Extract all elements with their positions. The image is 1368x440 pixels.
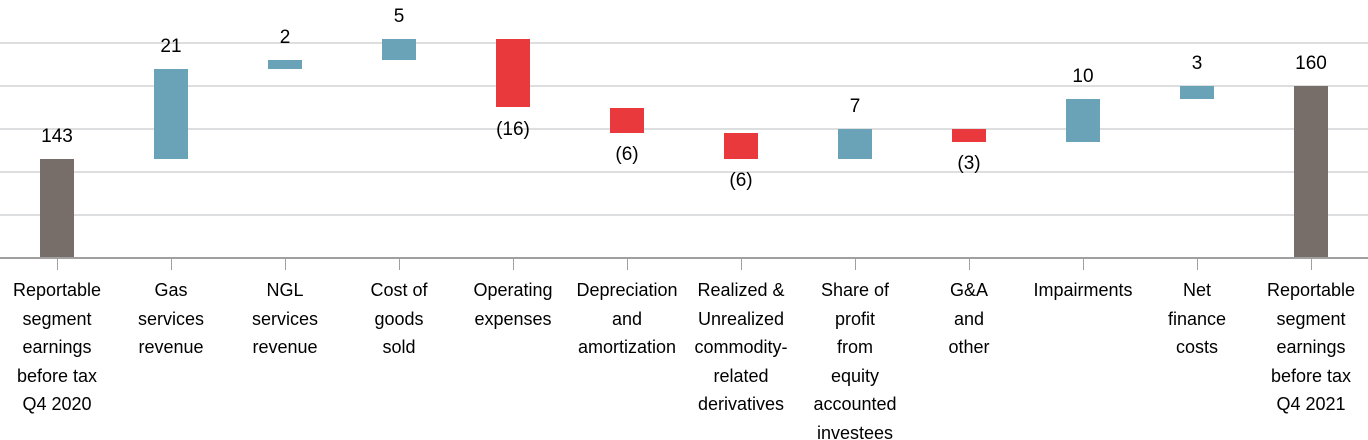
category-label-line: equity	[830, 365, 880, 386]
bar	[724, 133, 758, 160]
category-label-line: services	[137, 308, 204, 329]
bar	[40, 159, 74, 258]
category-label-line: revenue	[138, 337, 204, 357]
category-label-line: Operating	[473, 280, 553, 300]
category-label-line: before tax	[16, 365, 98, 386]
category-label-line: Realized &	[697, 280, 785, 300]
category-label-line: Depreciation	[576, 280, 678, 300]
category-label-line: commodity-	[694, 337, 788, 357]
category-label-line: NGL	[266, 280, 304, 300]
category-label-line: G&A	[949, 280, 988, 300]
axis-tick	[1197, 258, 1198, 270]
category-label-line: expenses	[474, 308, 552, 329]
category-label-line: amortization	[577, 337, 677, 357]
axis-tick	[741, 258, 742, 270]
category-label-line: Q4 2020	[22, 394, 92, 414]
category-label-line: Impairments	[1033, 280, 1133, 300]
category-label-line: profit	[834, 308, 876, 329]
bar-value-label: 160	[1295, 53, 1327, 74]
category-label-line: Q4 2021	[1276, 394, 1346, 414]
bar	[154, 68, 188, 160]
category-label: Realized & Unrealized commodity-related der…	[684, 276, 798, 419]
category-label-line: from	[837, 337, 873, 357]
category-label: Reportable segment earnings before tax Q4 20…	[0, 276, 114, 419]
gridline	[0, 214, 1368, 216]
axis-tick	[1083, 258, 1084, 270]
category-label-line: derivatives	[697, 394, 785, 414]
bar	[610, 107, 644, 134]
category-label-line: services	[251, 308, 318, 329]
bar	[838, 129, 872, 160]
axis-tick	[399, 258, 400, 270]
category-label-line: costs	[1175, 337, 1218, 357]
bar-value-label: 21	[160, 35, 182, 57]
axis-tick	[57, 258, 58, 270]
bar	[1180, 86, 1214, 99]
category-label-line: finance	[1167, 308, 1227, 329]
axis-tick	[171, 258, 172, 270]
category-label: Net finance costs	[1140, 276, 1254, 362]
bar	[1066, 98, 1100, 142]
bar	[1294, 86, 1328, 258]
bar	[496, 38, 530, 108]
gridline	[0, 171, 1368, 173]
bar-value-label: 7	[849, 96, 861, 117]
bar-value-label: (3)	[957, 152, 981, 174]
category-label-line: accounted	[813, 394, 897, 414]
bar-value-label: (6)	[615, 144, 639, 166]
category-label-line: Cost of	[370, 280, 428, 300]
category-label-line: and	[953, 308, 985, 329]
category-label: Reportable segment earnings before tax Q4 20…	[1254, 276, 1368, 419]
bar-value-label: 10	[1072, 65, 1094, 87]
bar-value-label: (6)	[729, 170, 753, 192]
category-label-line: other	[948, 337, 990, 357]
gridline	[0, 85, 1368, 87]
axis-tick	[969, 258, 970, 270]
axis-tick	[855, 258, 856, 270]
gridline	[0, 42, 1368, 44]
bar	[382, 38, 416, 61]
category-label-line: segment	[22, 308, 92, 329]
bar-value-label: 143	[41, 126, 73, 148]
category-label-line: sold	[382, 337, 416, 357]
bar-value-label: 3	[1191, 53, 1203, 74]
bar-value-label: 2	[279, 27, 291, 49]
axis-tick	[285, 258, 286, 270]
axis-tick	[627, 258, 628, 270]
axis-tick	[513, 258, 514, 270]
gridline	[0, 128, 1368, 130]
bar-value-label: 5	[393, 5, 405, 27]
category-label: Depreciation and amortization	[570, 276, 684, 362]
category-label-line: revenue	[252, 337, 318, 357]
category-label-line: earnings	[22, 337, 92, 357]
bar	[952, 129, 986, 142]
category-label-line: and	[611, 308, 643, 329]
category-label-line: investees	[816, 422, 894, 440]
category-label-line: before tax	[1270, 365, 1352, 386]
category-label: G&A and other	[912, 276, 1026, 362]
category-label: Operating expenses	[456, 276, 570, 333]
category-label: Impairments	[1026, 276, 1140, 305]
category-label-line: Reportable	[1266, 280, 1356, 300]
category-label-line: Net	[1182, 280, 1211, 300]
category-label: Gas services revenue	[114, 276, 228, 362]
x-axis-line	[0, 256, 1368, 259]
category-label-line: Gas	[154, 280, 188, 300]
category-label: Cost of goods sold	[342, 276, 456, 362]
category-label: NGL services revenue	[228, 276, 342, 362]
category-label-line: related	[713, 365, 769, 386]
category-label-line: Unrealized	[697, 308, 785, 329]
category-label-line: segment	[1276, 308, 1346, 329]
category-label-line: goods	[374, 308, 424, 329]
category-label-line: Reportable	[12, 280, 102, 300]
category-label: Share of profit from equity accounted investe…	[798, 276, 912, 440]
bar-value-label: (16)	[496, 118, 530, 140]
category-label-line: Share of	[820, 280, 890, 300]
category-label-line: earnings	[1276, 337, 1346, 357]
bar	[268, 60, 302, 69]
axis-tick	[1311, 258, 1312, 270]
